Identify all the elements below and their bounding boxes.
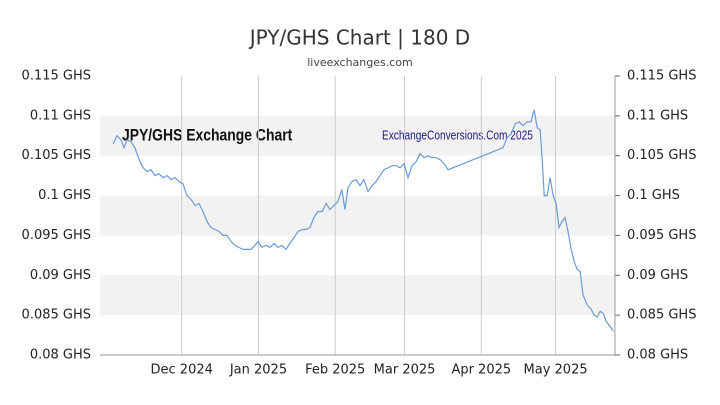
y-tick-label-right: 0.11 GHS [627, 108, 688, 123]
y-tick-label: 0.08 GHS [30, 348, 91, 363]
grid-band [100, 115, 615, 156]
grid-band [100, 275, 615, 316]
y-tick-label: 0.09 GHS [30, 268, 91, 283]
y-tick-label-right: 0.09 GHS [627, 268, 688, 283]
x-tick-label: Feb 2025 [305, 363, 365, 378]
y-tick-label: 0.11 GHS [30, 108, 91, 123]
annotation: ExchangeConversions.Com 2025 [382, 128, 533, 142]
y-tick-label: 0.095 GHS [22, 228, 91, 243]
chart-subtitle: liveexchanges.com [307, 56, 412, 69]
x-tick-label: Dec 2024 [151, 363, 213, 378]
x-tick-label: May 2025 [524, 363, 588, 378]
y-tick-label: 0.085 GHS [22, 308, 91, 323]
y-tick-label-right: 0.095 GHS [627, 228, 696, 243]
grid-band [100, 195, 615, 236]
y-tick-label-right: 0.115 GHS [627, 69, 696, 84]
bands [100, 115, 615, 316]
y-tick-label: 0.1 GHS [38, 188, 91, 203]
annotation: JPY/GHS Exchange Chart [122, 126, 292, 145]
price-line [112, 109, 614, 332]
y-tick-label: 0.115 GHS [22, 69, 91, 84]
x-tick-label: Apr 2025 [451, 363, 511, 378]
y-tick-label-right: 0.1 GHS [627, 188, 680, 203]
chart-title: JPY/GHS Chart | 180 D [248, 26, 470, 50]
y-tick-label: 0.105 GHS [22, 148, 91, 163]
x-tick-label: Jan 2025 [229, 363, 287, 378]
y-tick-label-right: 0.105 GHS [627, 148, 696, 163]
y-tick-label-right: 0.085 GHS [627, 308, 696, 323]
y-tick-label-right: 0.08 GHS [627, 348, 688, 363]
x-tick-label: Mar 2025 [374, 363, 436, 378]
